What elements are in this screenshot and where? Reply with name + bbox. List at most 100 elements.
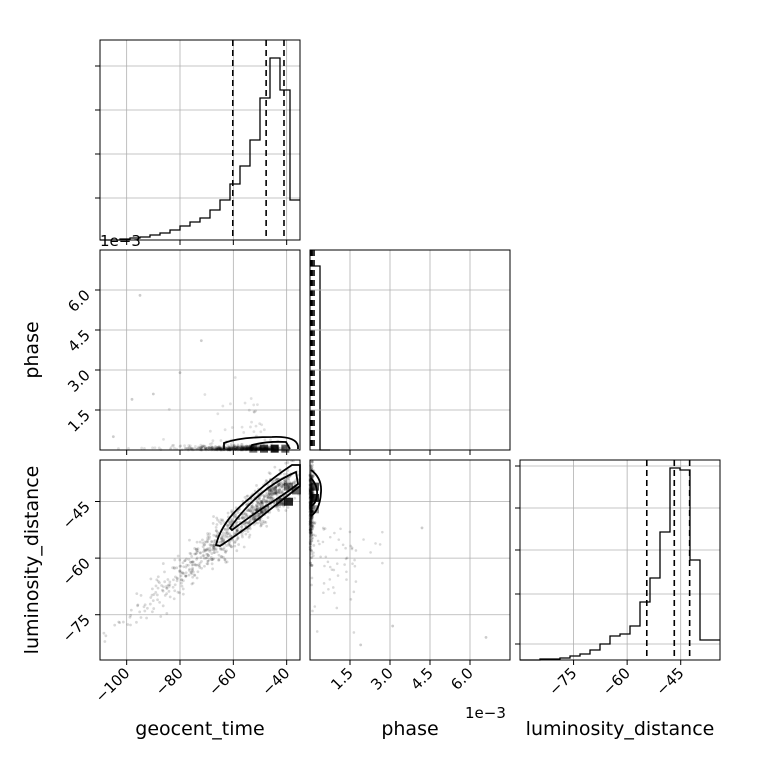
sample-point — [215, 534, 219, 538]
sample-point — [173, 567, 176, 570]
sample-point — [235, 446, 239, 450]
sample-point — [206, 559, 210, 563]
sample-point — [254, 424, 258, 428]
sample-point — [263, 438, 267, 442]
sample-point — [281, 483, 285, 487]
sample-point — [280, 483, 284, 487]
sample-point — [232, 514, 236, 518]
sample-point — [310, 490, 314, 494]
sample-point — [178, 569, 182, 573]
sample-point — [225, 549, 228, 553]
sample-point — [212, 546, 216, 550]
sample-point — [171, 585, 175, 589]
sample-point — [252, 410, 256, 414]
sample-point — [218, 520, 221, 524]
sample-point — [259, 500, 263, 503]
sample-point — [188, 445, 191, 449]
sample-point — [255, 508, 259, 511]
axes-frame — [99, 249, 301, 451]
sample-point — [211, 558, 215, 561]
sample-point — [232, 446, 235, 450]
sample-point — [236, 536, 240, 540]
sample-point — [163, 580, 167, 584]
sample-point — [243, 516, 247, 520]
sample-point — [142, 447, 146, 450]
sample-point — [350, 546, 354, 549]
sample-point — [278, 491, 282, 495]
sample-point — [213, 548, 217, 552]
sample-point — [310, 491, 314, 495]
sample-point — [231, 447, 235, 451]
sample-point — [135, 592, 139, 595]
sample-point — [242, 446, 246, 450]
sample-point — [257, 446, 261, 450]
sample-point — [254, 409, 258, 413]
density-cell — [284, 482, 293, 491]
sample-point — [230, 519, 234, 523]
sample-point — [197, 445, 200, 449]
sample-point — [359, 643, 363, 647]
sample-point — [283, 480, 287, 483]
sample-point — [242, 522, 246, 526]
sample-point — [178, 558, 182, 562]
sample-point — [310, 527, 314, 530]
sample-point — [237, 543, 241, 546]
sample-point — [209, 446, 213, 450]
sample-point — [310, 564, 314, 568]
sample-point — [156, 586, 160, 590]
sample-point — [309, 475, 313, 478]
sample-point — [211, 545, 215, 549]
sample-point — [181, 571, 185, 575]
sample-point — [248, 527, 252, 531]
sample-point — [220, 536, 223, 540]
sample-point — [283, 479, 287, 483]
sample-point — [261, 493, 265, 497]
sample-point — [205, 562, 209, 565]
sample-point — [165, 611, 169, 615]
sample-point — [256, 504, 260, 508]
sample-point — [311, 554, 315, 558]
sample-point — [212, 551, 216, 555]
sample-point — [180, 578, 184, 582]
sample-point — [230, 520, 234, 524]
sample-point — [311, 510, 314, 514]
sample-point — [178, 569, 181, 573]
sample-point — [274, 485, 278, 489]
sample-point — [165, 592, 169, 596]
sample-point — [190, 554, 194, 558]
sample-point — [208, 543, 212, 547]
sample-point — [208, 429, 212, 433]
sample-point — [309, 473, 313, 477]
sample-point — [156, 598, 159, 602]
sample-point — [255, 508, 259, 511]
sample-point — [310, 533, 314, 537]
sample-point — [254, 521, 258, 525]
sample-point — [201, 541, 205, 545]
sample-point — [339, 527, 342, 531]
sample-point — [247, 408, 251, 412]
sample-point — [280, 490, 284, 494]
sample-point — [258, 511, 262, 515]
sample-point — [243, 495, 247, 499]
sample-point — [274, 485, 278, 489]
sample-point — [158, 600, 162, 604]
sample-point — [175, 579, 179, 583]
sample-point — [247, 509, 251, 512]
sample-point — [311, 509, 315, 513]
sample-point — [310, 524, 314, 528]
sample-point — [194, 552, 198, 556]
sample-point — [235, 447, 238, 450]
sample-point — [362, 538, 365, 541]
sample-point — [270, 493, 274, 497]
sample-point — [257, 497, 261, 501]
sample-point — [210, 558, 214, 561]
sample-point — [247, 535, 251, 539]
sample-point — [204, 548, 208, 552]
sample-point — [248, 518, 252, 522]
sample-point — [184, 447, 188, 451]
sample-point — [117, 620, 121, 624]
sample-point — [226, 526, 229, 530]
sample-point — [205, 556, 209, 559]
sample-point — [276, 483, 280, 487]
sample-point — [214, 534, 218, 538]
